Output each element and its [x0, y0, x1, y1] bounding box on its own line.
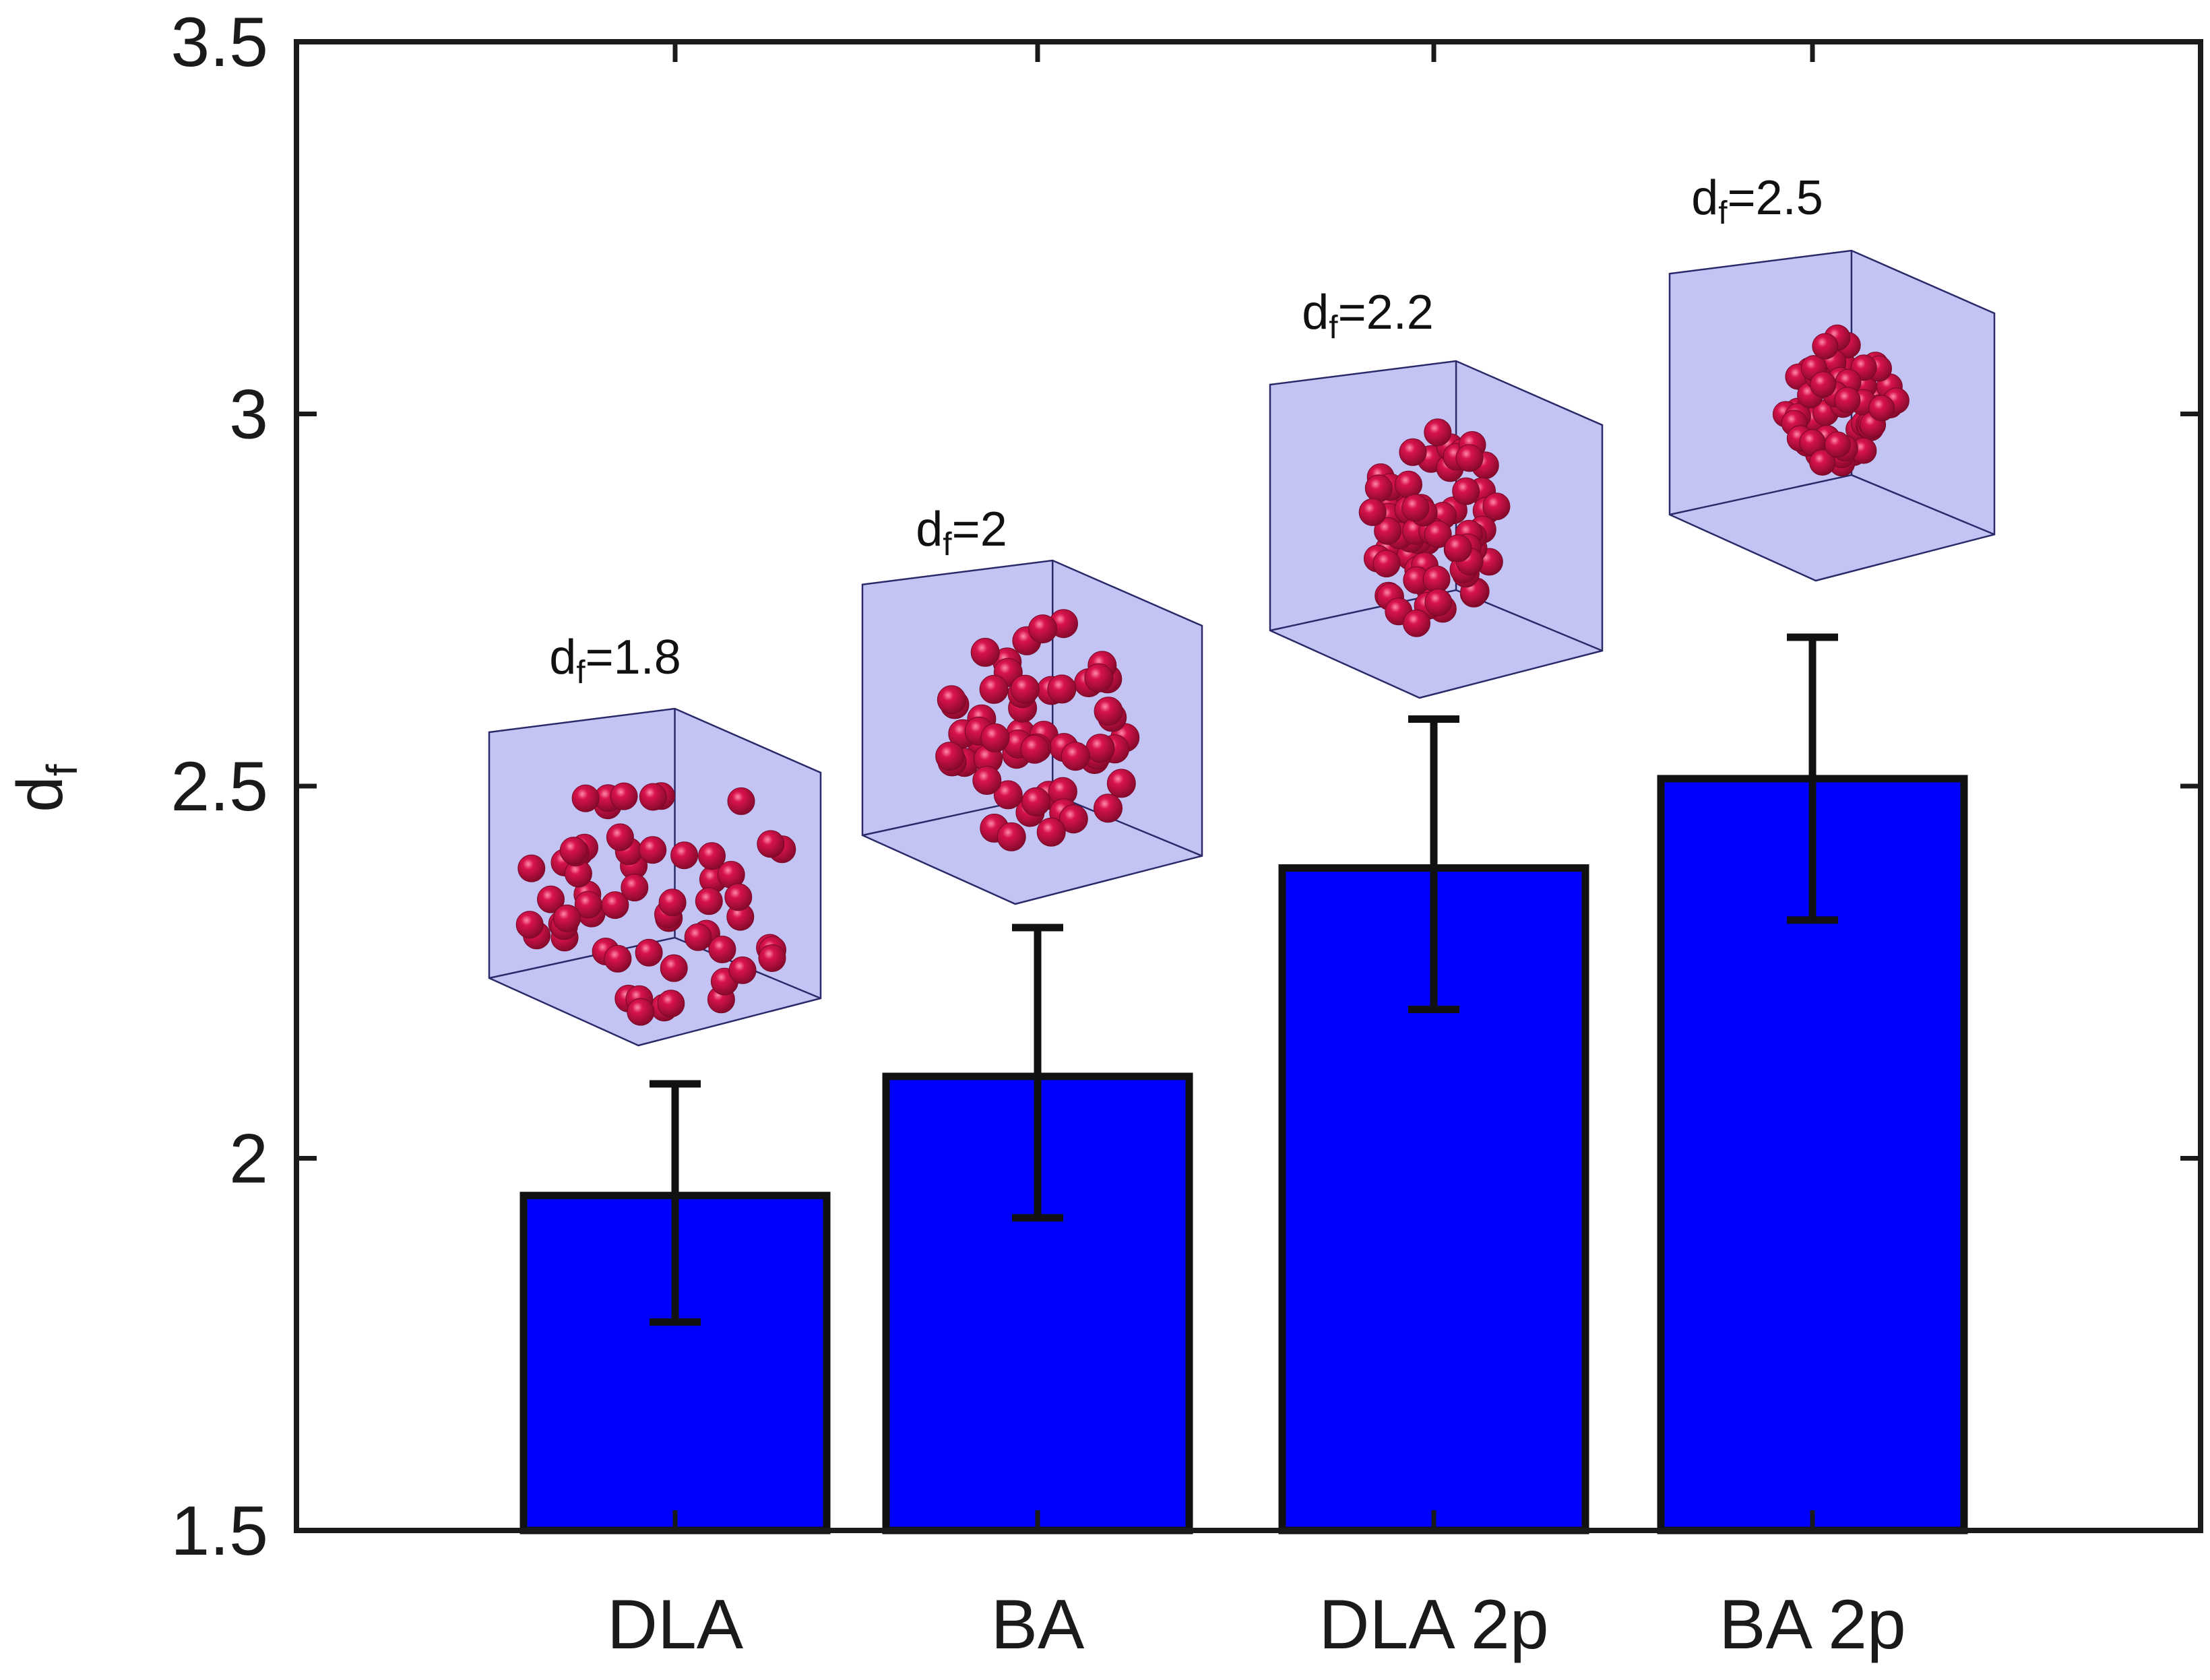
cube-edge — [1052, 793, 1203, 857]
particle — [937, 685, 966, 715]
axis-ticks — [296, 39, 2201, 1533]
particle — [657, 990, 685, 1018]
particle — [1444, 534, 1472, 562]
inset-cube-2: df=2 — [861, 503, 1203, 905]
y-tick-label: 3 — [229, 376, 268, 454]
particle — [980, 723, 1010, 752]
particle — [970, 637, 1000, 667]
y-tick-label: 3.5 — [170, 3, 268, 82]
particle — [1010, 674, 1040, 704]
particle — [1399, 438, 1427, 466]
tick-labels: 1.5 2 2.5 3 3.5 DLA BA DLA 2p BA 2p — [170, 3, 1905, 1664]
particle — [537, 885, 565, 913]
particle — [1094, 697, 1123, 726]
particle — [1401, 494, 1430, 522]
particle — [1395, 470, 1422, 498]
particle — [1812, 333, 1839, 360]
y-axis-label: df — [4, 764, 86, 812]
cube-edge — [1851, 474, 1995, 536]
particle — [708, 936, 736, 963]
particle — [1424, 418, 1452, 447]
particle — [1424, 588, 1453, 616]
particle — [972, 766, 1002, 795]
particle — [1810, 371, 1837, 398]
df-label: df=2.5 — [1691, 171, 1823, 231]
particle — [571, 784, 600, 812]
particle — [670, 841, 699, 870]
x-tick-label: DLA 2p — [1319, 1586, 1548, 1664]
particle — [1084, 663, 1114, 692]
particle — [757, 830, 785, 858]
particle — [728, 956, 757, 984]
particle — [604, 944, 632, 973]
particle — [1061, 742, 1090, 771]
particle — [684, 923, 712, 951]
particle — [698, 842, 726, 870]
particle — [1374, 517, 1402, 545]
particle — [993, 780, 1023, 810]
particle — [1455, 444, 1484, 472]
df-label: df=2.2 — [1302, 286, 1434, 346]
particle — [559, 837, 588, 865]
particle — [1424, 520, 1452, 548]
particle — [1868, 395, 1895, 422]
particle — [639, 783, 667, 811]
particle — [1824, 431, 1851, 458]
particle — [658, 889, 687, 917]
particle — [1059, 804, 1088, 834]
particle — [639, 836, 667, 864]
inset-cube-1: df=1.8 — [488, 631, 822, 1047]
aggregate-insets: df=1.8 df=2 df=2.2 df=2.5 — [488, 171, 1996, 1047]
particle — [1364, 474, 1393, 503]
particle — [727, 787, 755, 815]
df-label: df=2 — [916, 503, 1007, 562]
y-tick-label: 1.5 — [170, 1492, 268, 1570]
particle — [1106, 769, 1136, 798]
error-bars — [650, 633, 1838, 1326]
x-tick-label: DLA — [607, 1586, 744, 1664]
inset-cube-3: df=2.2 — [1269, 286, 1604, 699]
particle — [606, 823, 634, 851]
particle — [1085, 734, 1115, 763]
inset-cube-4: df=2.5 — [1668, 171, 1996, 582]
particle — [1094, 794, 1123, 823]
particle — [997, 822, 1026, 851]
particle — [553, 904, 581, 932]
particle — [1452, 477, 1480, 505]
particle — [1403, 609, 1430, 637]
y-tick-label: 2.5 — [170, 748, 268, 826]
cube-edge — [1669, 474, 1852, 516]
particle — [601, 891, 629, 919]
particle — [1021, 787, 1051, 816]
particle — [1482, 492, 1511, 521]
particle — [1358, 498, 1387, 526]
particle — [758, 944, 786, 972]
particle — [517, 854, 546, 882]
particle — [610, 782, 638, 810]
y-tick-label: 2 — [229, 1120, 268, 1198]
particle — [1020, 734, 1050, 764]
particle — [627, 998, 655, 1026]
particle — [660, 954, 688, 982]
particle — [1809, 449, 1836, 476]
particle — [1047, 674, 1077, 704]
particle — [979, 674, 1009, 704]
particle — [695, 887, 723, 915]
x-tick-label: BA 2p — [1719, 1586, 1906, 1664]
x-tick-label: BA — [991, 1586, 1085, 1664]
particle — [515, 911, 544, 939]
particle — [621, 874, 649, 902]
particle — [1036, 817, 1066, 847]
particle — [1372, 550, 1401, 578]
particle — [935, 742, 965, 771]
df-label: df=1.8 — [549, 631, 681, 690]
particle — [1028, 614, 1058, 644]
particle — [724, 883, 753, 911]
particle — [635, 938, 663, 967]
particle — [1834, 387, 1861, 414]
